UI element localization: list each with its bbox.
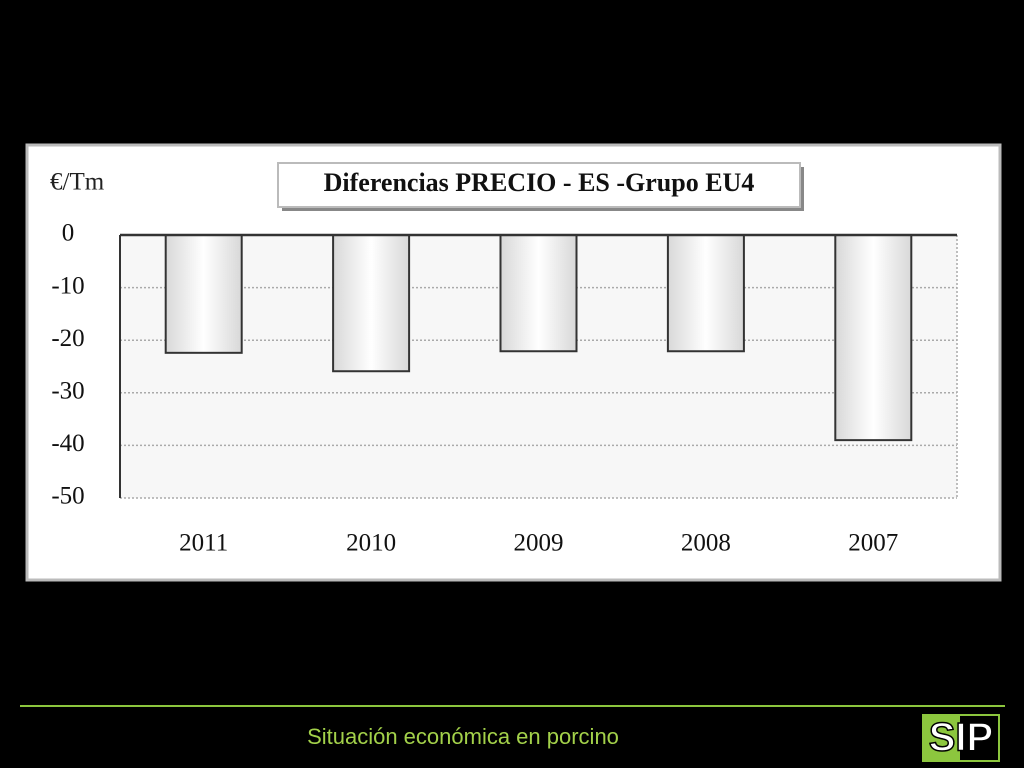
y-tick-label: -20 xyxy=(51,325,84,352)
logo-block xyxy=(960,716,998,760)
y-axis-label: €/Tm xyxy=(50,169,105,196)
x-tick-label: 2009 xyxy=(514,530,564,557)
bar xyxy=(164,234,243,354)
x-tick-label: 2011 xyxy=(179,530,228,557)
y-tick-label: -30 xyxy=(51,378,84,405)
x-tick-label: 2010 xyxy=(346,530,396,557)
bar xyxy=(332,234,411,373)
bar xyxy=(499,234,578,353)
title-box xyxy=(277,162,801,208)
y-tick-label: 0 xyxy=(62,220,75,247)
x-tick-label: 2008 xyxy=(681,530,731,557)
bar xyxy=(666,234,745,353)
y-tick-label: -40 xyxy=(51,430,84,457)
bar xyxy=(834,234,913,442)
chart-title: Diferencias PRECIO - ES -Grupo EU4 xyxy=(324,168,755,197)
y-tick-label: -50 xyxy=(51,483,84,510)
x-tick-label: 2007 xyxy=(848,530,898,557)
footer-text: Situación económica en porcino xyxy=(307,724,619,749)
y-tick-label: -10 xyxy=(51,272,84,299)
logo: SIP xyxy=(929,716,993,760)
